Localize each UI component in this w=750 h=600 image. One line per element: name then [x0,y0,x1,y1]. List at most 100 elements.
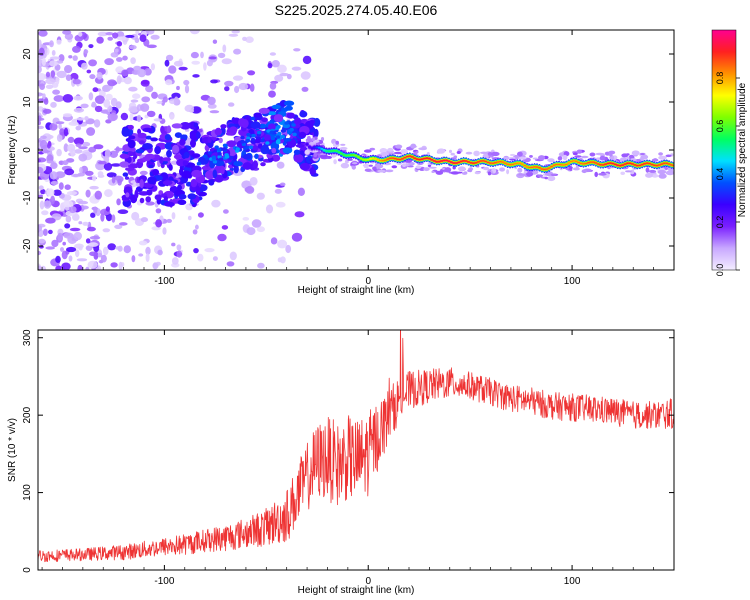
ridge-segment [420,158,424,160]
noise-blob [46,160,55,164]
signal-blob [128,135,136,140]
noise-blob [125,34,135,38]
signal-blob [271,104,281,110]
noise-blob [50,70,56,78]
signal-blob [145,196,151,203]
noise-blob [150,34,160,40]
signal-blob [172,144,180,154]
noise-blob [50,101,57,108]
ridge-segment [440,160,444,162]
noise-blob [145,253,150,262]
noise-blob [77,172,85,177]
noise-blob [116,75,122,85]
noise-blob [53,95,65,102]
noise-blob [193,248,199,254]
signal-blob [122,172,129,177]
y-tick-label: 200 [22,406,33,423]
signal-blob [179,138,186,146]
signal-blob [208,179,215,186]
noise-blob [140,217,148,223]
noise-blob [128,45,137,50]
noise-blob [104,58,114,66]
ridge-segment [621,164,625,166]
halo-blob [391,165,398,169]
ridge-segment [396,158,400,160]
noise-blob [105,93,113,101]
halo-blob [581,169,587,174]
ridge-segment [638,164,642,167]
ridge-segment [503,162,507,164]
ridge-segment [430,159,434,161]
ridge-segment [596,163,600,165]
halo-blob [423,167,430,172]
ridge-segment [320,148,324,150]
ridge-segment [415,158,419,160]
ridge-segment [633,164,637,166]
signal-blob [275,139,281,145]
noise-blob [66,191,78,196]
noise-blob [245,36,254,43]
halo-blob [503,156,510,160]
signal-blob [196,132,201,139]
noise-blob [58,123,62,130]
ridge-segment [528,166,532,169]
ridge-segment [640,163,644,166]
signal-blob [121,127,130,137]
halo-blob [415,165,422,169]
noise-blob [46,134,54,139]
ridge-segment [667,163,671,165]
signal-blob [163,196,168,202]
noise-blob [68,55,73,59]
ridge-segment [364,159,368,161]
signal-blob [123,186,133,196]
noise-blob [86,226,96,232]
noise-blob [78,31,83,37]
noise-blob [111,176,116,184]
noise-blob [60,247,64,252]
noise-blob [274,188,282,194]
noise-blob [223,209,229,214]
signal-blob [313,128,319,138]
halo-blob [461,172,468,175]
noise-blob [40,265,46,270]
halo-blob [645,167,650,173]
noise-blob [189,30,200,35]
ridge-segment [381,160,385,162]
ridge-segment [486,161,490,164]
noise-blob [231,30,240,34]
halo-blob [574,155,582,158]
halo-blob [418,147,427,151]
noise-blob [74,243,84,249]
halo-blob [625,170,632,173]
noise-blob [45,71,51,78]
ridge-segment [501,161,505,163]
ridge-segment [510,163,515,166]
signal-blob [205,170,215,180]
signal-blob [178,193,187,200]
noise-blob [66,246,77,253]
ridge-segment [347,154,351,157]
signal-blob [258,107,270,114]
noise-blob [105,206,110,212]
halo-blob [626,156,630,160]
ridge-segment [366,158,370,161]
ridge-segment [559,164,564,166]
ridge-highlight [248,145,254,150]
noise-blob [251,219,262,228]
snr-y-label: SNR (10 * v/v) [7,418,18,482]
halo-blob [518,156,527,160]
noise-blob [116,36,127,41]
noise-blob [210,79,218,84]
noise-blob [130,99,139,103]
noise-blob [43,48,48,55]
noise-blob [81,62,88,70]
ridge-segment [599,164,603,166]
noise-blob [153,118,162,122]
signal-blob [264,134,271,141]
ridge-segment [645,162,649,164]
ridge-segment [550,165,554,168]
ridge-segment [542,168,547,171]
ridge-segment [488,162,493,164]
ridge-segment [356,156,360,158]
halo-blob [313,152,318,158]
